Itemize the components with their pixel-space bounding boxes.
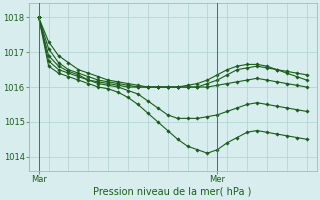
X-axis label: Pression niveau de la mer( hPa ): Pression niveau de la mer( hPa ) — [93, 187, 252, 197]
